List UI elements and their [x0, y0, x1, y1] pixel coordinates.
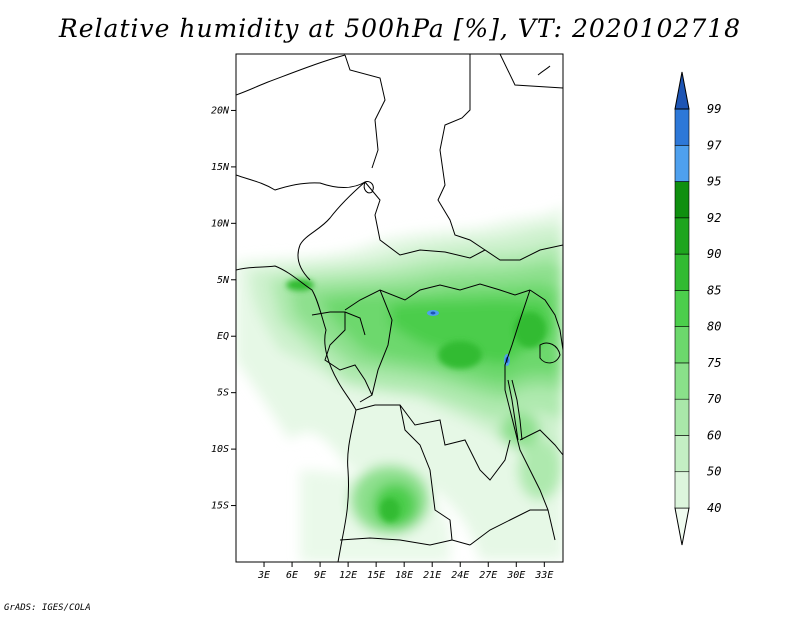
colorbar-label: 40	[707, 501, 721, 515]
lon-label: 3E	[257, 570, 270, 581]
colorbar-bin-high	[674, 71, 690, 110]
colorbar-label: 80	[707, 320, 721, 334]
border-mali-niger	[236, 54, 346, 96]
border-congo-drc	[359, 289, 393, 403]
lon-label: 15E	[367, 570, 385, 581]
border-angola-zambia	[399, 404, 471, 546]
lat-label: EQ	[217, 331, 229, 342]
lat-label: 15N	[211, 162, 230, 173]
lon-label: 33E	[534, 570, 553, 581]
colorbar-label: 50	[707, 465, 721, 479]
border-east-lakes	[504, 289, 556, 541]
colorbar-label: 70	[707, 392, 721, 406]
colorbar-label: 90	[707, 247, 721, 261]
border-zambia-mozambique	[469, 509, 548, 546]
country-borders	[236, 54, 563, 562]
ethiopia-border	[499, 54, 563, 89]
lon-label: 12E	[339, 570, 357, 581]
humidity-area-lake-region	[500, 412, 540, 448]
lon-label: 27E	[479, 570, 497, 581]
border-uganda-kenya	[529, 289, 563, 351]
lake-chad	[363, 181, 374, 194]
colorbar-bin	[674, 253, 690, 291]
lat-label: 20N	[211, 105, 230, 116]
border-chad-sudan	[437, 54, 486, 251]
colorbar-label: 85	[707, 283, 721, 297]
lat-label: 5N	[217, 275, 230, 286]
longitude-axis: 3E 6E 9E 12E 15E 18E 21E 24E 27E 30E 33E	[257, 562, 553, 581]
humidity-area-90-b	[514, 312, 546, 348]
grads-credit: GrADS: IGES/COLA	[4, 603, 91, 613]
border-angola-drc	[355, 404, 511, 481]
colorbar-bin	[674, 144, 690, 182]
border-car-drc	[344, 283, 531, 311]
map-frame	[235, 53, 564, 563]
colorbar-label: 92	[707, 211, 721, 225]
colorbar-bin	[674, 471, 690, 509]
colorbar-bin	[674, 290, 690, 327]
colorbar-bin	[674, 108, 690, 146]
humidity-area-90-d	[380, 498, 400, 522]
lat-label: 15S	[211, 501, 229, 512]
lon-label: 30E	[506, 570, 525, 581]
border-nigeria	[236, 174, 366, 191]
lon-label: 21E	[423, 570, 441, 581]
humidity-area-90-c	[286, 279, 314, 291]
border-angola-namibia	[339, 537, 453, 546]
colorbar-bin	[674, 362, 690, 400]
lon-label: 24E	[451, 570, 469, 581]
lake-victoria	[539, 342, 561, 364]
lon-label: 6E	[286, 570, 298, 581]
colorbar-label: 95	[707, 175, 721, 189]
colorbar-label: 75	[707, 356, 721, 370]
colorbar-bin	[674, 326, 690, 364]
red-sea-coast	[537, 65, 551, 76]
colorbar-label: 99	[707, 102, 721, 116]
border-nigeria-cameroon	[297, 181, 366, 281]
colorbar-label: 60	[707, 428, 721, 442]
colorbar-bin-low	[674, 507, 690, 546]
colorbar-bin	[674, 217, 690, 255]
lat-label: 10S	[211, 444, 229, 455]
border-gabon-congo	[324, 312, 373, 396]
border-chad-car	[364, 181, 563, 261]
lon-label: 9E	[314, 570, 326, 581]
colorbar-label: 97	[707, 138, 722, 152]
humidity-area-99-a	[430, 311, 436, 315]
colorbar-bin	[674, 398, 690, 436]
map-title: Relative humidity at 500hPa [%], VT: 202…	[58, 14, 742, 43]
latitude-axis: 20N 15N 10N 5N EQ 5S 10S 15S	[211, 105, 236, 512]
colorbar-bin	[674, 435, 690, 473]
humidity-area-90-a	[438, 341, 482, 369]
humidity-area-east	[518, 440, 562, 500]
humidity-field	[236, 205, 563, 562]
colorbar-bin	[674, 181, 690, 219]
border-tanzania	[519, 429, 563, 456]
colorbar: 40 50 60 70 75 80 85 90 92 95 97 99	[674, 71, 722, 546]
border-niger-algeria	[344, 54, 386, 169]
lat-label: 5S	[217, 388, 229, 399]
lake-tanganyika	[507, 379, 523, 441]
lat-label: 10N	[211, 218, 230, 229]
lon-label: 18E	[395, 570, 413, 581]
